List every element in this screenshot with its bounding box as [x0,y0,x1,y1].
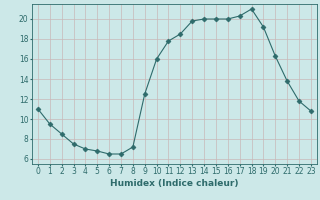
X-axis label: Humidex (Indice chaleur): Humidex (Indice chaleur) [110,179,239,188]
